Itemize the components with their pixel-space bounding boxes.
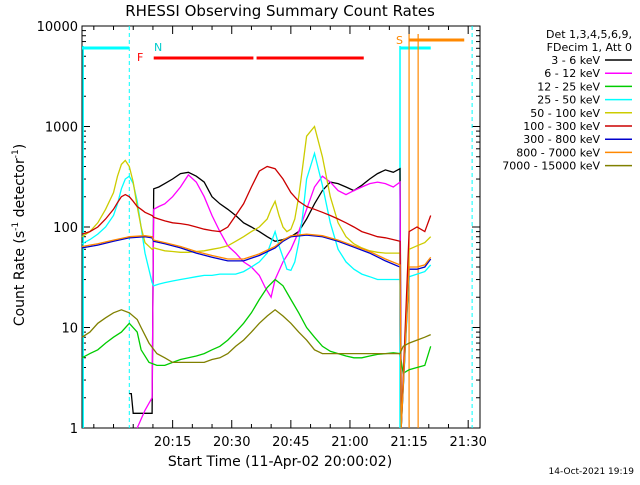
series-line-1 — [136, 173, 402, 429]
y-axis-label-part3: ) — [12, 144, 28, 149]
series-line-3 — [81, 150, 432, 429]
y-axis-label-sup2: -1 — [11, 149, 21, 158]
x-tick-label: 21:30 — [449, 435, 486, 450]
x-axis-ticks: 20:15 20:30 20:45 21:00 21:15 21:30 — [93, 26, 487, 450]
annotation-eclipse-label: N — [154, 41, 162, 54]
x-tick-label: 21:15 — [390, 435, 427, 450]
y-tick-label: 1000 — [45, 121, 78, 136]
legend-entry-label: 3 - 6 keV — [551, 54, 600, 67]
legend-entry-label: 7000 - 15000 keV — [502, 160, 600, 173]
x-axis-label: Start Time (11-Apr-02 20:00:02) — [168, 454, 392, 470]
legend-entry-label: 50 - 100 keV — [530, 107, 600, 120]
y-tick-label: 10000 — [37, 20, 78, 35]
x-tick-label: 21:00 — [331, 435, 368, 450]
y-axis-ticks: 1 10 100 1000 10000 — [37, 20, 480, 437]
y-tick-label: 1 — [70, 422, 78, 437]
x-tick-label: 20:15 — [154, 435, 191, 450]
legend-entry-label: 6 - 12 keV — [544, 67, 600, 80]
y-axis-label: Count Rate (s-1 detector-1) — [11, 144, 28, 326]
footer-timestamp: 14-Oct-2021 19:19 — [549, 467, 635, 477]
legend-entry-label: 800 - 7000 keV — [516, 146, 600, 159]
legend: Det 1,3,4,5,6,9,FDecim 1, Att 03 - 6 keV… — [502, 28, 632, 173]
y-axis-label-sup1: -1 — [11, 222, 21, 231]
x-tick-label: 20:45 — [272, 435, 309, 450]
legend-header-line: FDecim 1, Att 0 — [547, 41, 632, 54]
series-line-5 — [81, 165, 432, 429]
annotation-saa-label: S — [396, 34, 403, 47]
series-layer — [81, 125, 432, 429]
legend-entry-label: 12 - 25 keV — [537, 80, 600, 93]
series-line-7 — [81, 233, 432, 429]
x-tick-label: 20:30 — [213, 435, 250, 450]
chart-title: RHESSI Observing Summary Count Rates — [125, 2, 435, 20]
legend-entry-label: 100 - 300 keV — [523, 120, 600, 133]
series-line-8 — [81, 308, 431, 364]
y-tick-label: 10 — [61, 322, 78, 337]
annotation-flare-label: F — [137, 51, 143, 64]
series-line-4 — [81, 125, 432, 429]
y-axis-label-part1: Count Rate (s — [12, 231, 28, 326]
y-axis-label-part2: detector — [12, 158, 28, 222]
y-tick-label: 100 — [53, 221, 78, 236]
series-line-0 — [129, 167, 402, 414]
legend-header-line: Det 1,3,4,5,6,9, — [546, 28, 632, 41]
legend-entry-label: 25 - 50 keV — [537, 94, 600, 107]
legend-entry-label: 300 - 800 keV — [523, 133, 600, 146]
